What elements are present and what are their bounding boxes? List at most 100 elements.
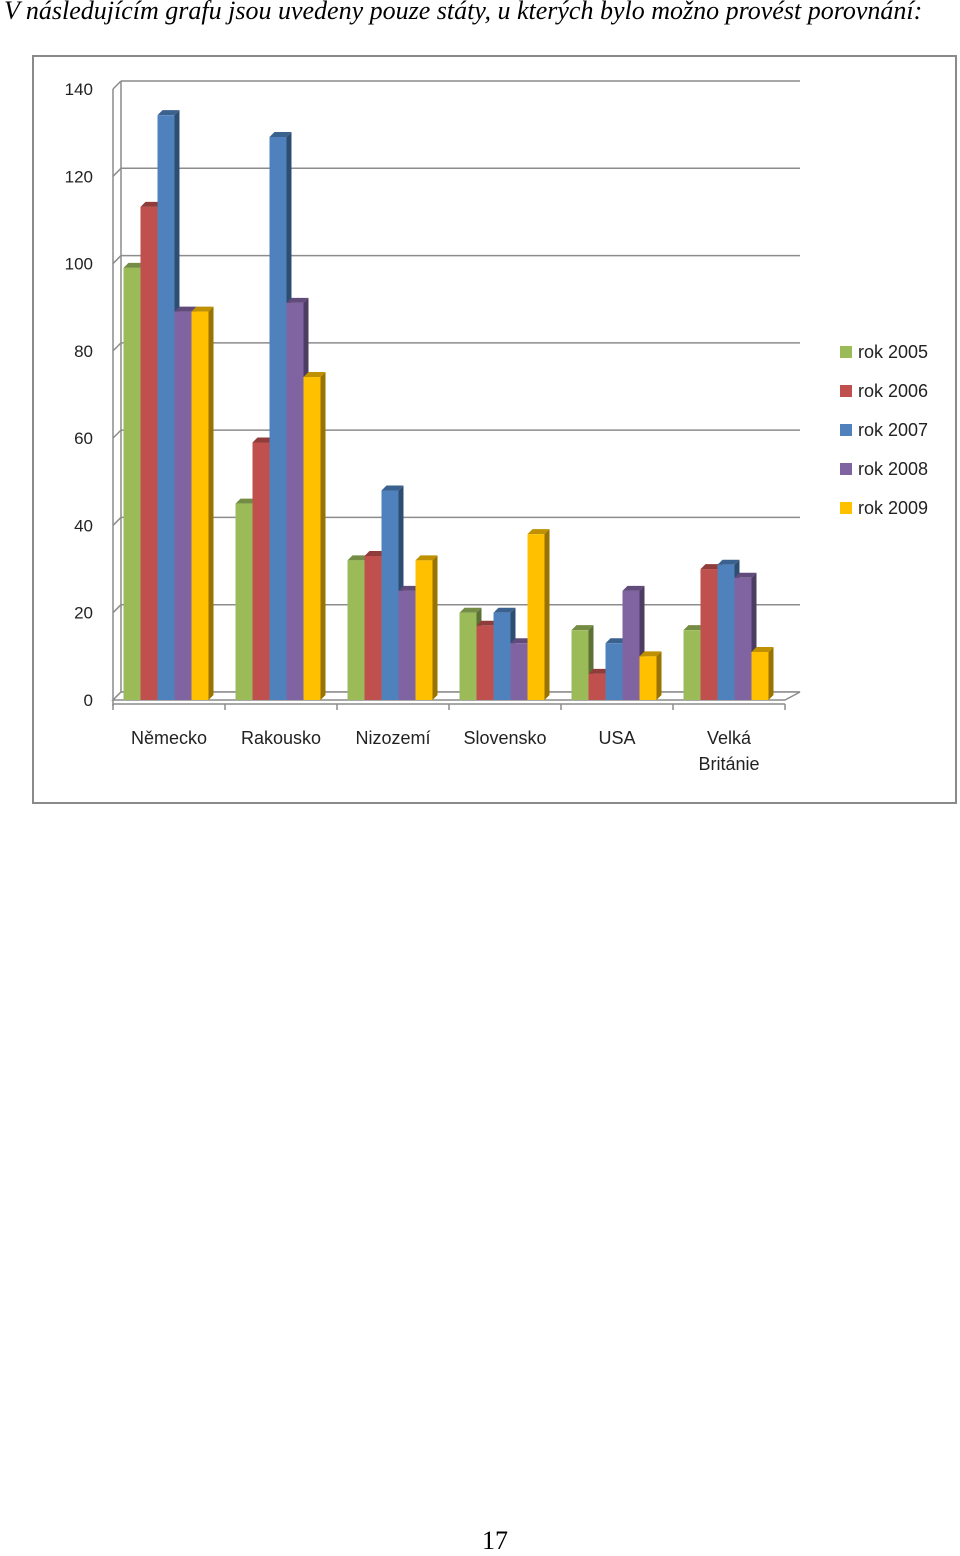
bar-top — [459, 607, 482, 613]
bar-side — [208, 306, 214, 700]
bar-top — [493, 607, 516, 613]
legend-entry: rok 2005 — [840, 342, 928, 362]
page-number: 17 — [482, 1526, 508, 1555]
bar-top — [734, 572, 757, 578]
bar-front — [510, 643, 528, 700]
legend-label: rok 2005 — [858, 342, 928, 362]
bar-front — [639, 656, 657, 700]
bar-side — [656, 651, 662, 700]
x-tick-label: Německo — [131, 728, 207, 748]
bar-front — [398, 590, 416, 700]
legend-entry: rok 2007 — [840, 420, 928, 440]
bar-top — [751, 646, 774, 652]
bar-front — [734, 577, 752, 700]
gridline-side — [112, 516, 122, 526]
bar-front — [123, 267, 141, 700]
bar-top — [398, 585, 421, 591]
bar-top — [303, 372, 326, 378]
bar — [751, 646, 774, 700]
gridline-side — [112, 604, 122, 614]
x-tick-label: Velká Británie — [698, 728, 759, 774]
legend-label: rok 2007 — [858, 420, 928, 440]
legend-swatch — [840, 385, 852, 397]
x-tick-label: Slovensko — [463, 728, 546, 748]
bar-front — [235, 503, 253, 700]
x-tick-label-line: Nizozemí — [355, 728, 430, 748]
x-tick-label-line: Velká — [707, 728, 752, 748]
gridline-side — [112, 342, 122, 352]
bar-top — [588, 668, 611, 674]
bar-front — [622, 590, 640, 700]
bar-front — [381, 490, 399, 700]
y-tick-label: 140 — [65, 80, 93, 99]
bar-top — [510, 638, 533, 644]
bar-top — [347, 555, 370, 561]
bar-top — [269, 132, 292, 138]
y-tick-label: 80 — [74, 342, 93, 361]
bar-front — [286, 302, 304, 700]
bar-front — [683, 630, 701, 700]
bar-front — [269, 137, 287, 700]
bar-front — [717, 564, 735, 700]
x-tick-label-line: Británie — [698, 754, 759, 774]
bar-top — [639, 651, 662, 657]
bar-front — [140, 206, 158, 701]
x-tick-label: Rakousko — [241, 728, 321, 748]
bar-top — [123, 262, 146, 268]
legend-entry: rok 2006 — [840, 381, 928, 401]
legend-label: rok 2006 — [858, 381, 928, 401]
gridline-side — [112, 429, 122, 439]
bar-top — [235, 498, 258, 504]
gridline-side — [112, 80, 122, 90]
bar — [639, 651, 662, 700]
bar-top — [191, 306, 214, 312]
bar-top — [717, 559, 740, 565]
bar-side — [768, 646, 774, 700]
x-tick-label: USA — [598, 728, 635, 748]
bar-front — [527, 534, 545, 700]
legend-label: rok 2009 — [858, 498, 928, 518]
legend-swatch — [840, 463, 852, 475]
bar-top — [622, 585, 645, 591]
y-tick-label: 100 — [65, 255, 93, 274]
bar-top — [605, 638, 628, 644]
bar-front — [571, 630, 589, 700]
bar-top — [157, 110, 180, 116]
bar-front — [157, 115, 175, 700]
bar-top — [415, 555, 438, 561]
x-tick-label-line: Německo — [131, 728, 207, 748]
bar-front — [347, 560, 365, 700]
bar-side — [544, 529, 550, 700]
bar-front — [415, 560, 433, 700]
bar — [527, 529, 550, 700]
bar-front — [476, 625, 494, 700]
legend-swatch — [840, 346, 852, 358]
bar — [303, 372, 326, 700]
x-tick-label-line: USA — [598, 728, 635, 748]
legend-entry: rok 2008 — [840, 459, 928, 479]
bar — [191, 306, 214, 700]
x-tick-label: Nizozemí — [355, 728, 430, 748]
bar-top — [252, 437, 275, 443]
intro-text: V následujícím grafu jsou uvedeny pouze … — [4, 0, 923, 25]
bar-top — [286, 297, 309, 303]
bar-top — [683, 625, 706, 631]
bar-front — [700, 569, 718, 700]
y-tick-label: 120 — [65, 167, 93, 186]
bar-chart: 0 20 40 60 80 100 120 140 Německo Rakousko Nizoze… — [65, 80, 928, 774]
bar-front — [605, 643, 623, 700]
bar-front — [493, 612, 511, 700]
bar-front — [364, 555, 382, 700]
bar-top — [174, 306, 197, 312]
bar-top — [700, 564, 723, 570]
bar-top — [527, 529, 550, 535]
gridline-side — [112, 255, 122, 265]
bar-top — [476, 620, 499, 626]
bar-top — [364, 550, 387, 556]
bar-top — [140, 201, 163, 207]
bar-front — [588, 673, 606, 700]
legend-entry: rok 2009 — [840, 498, 928, 518]
y-tick-label: 20 — [74, 604, 93, 623]
bar-front — [459, 612, 477, 700]
gridline-side — [112, 167, 122, 177]
